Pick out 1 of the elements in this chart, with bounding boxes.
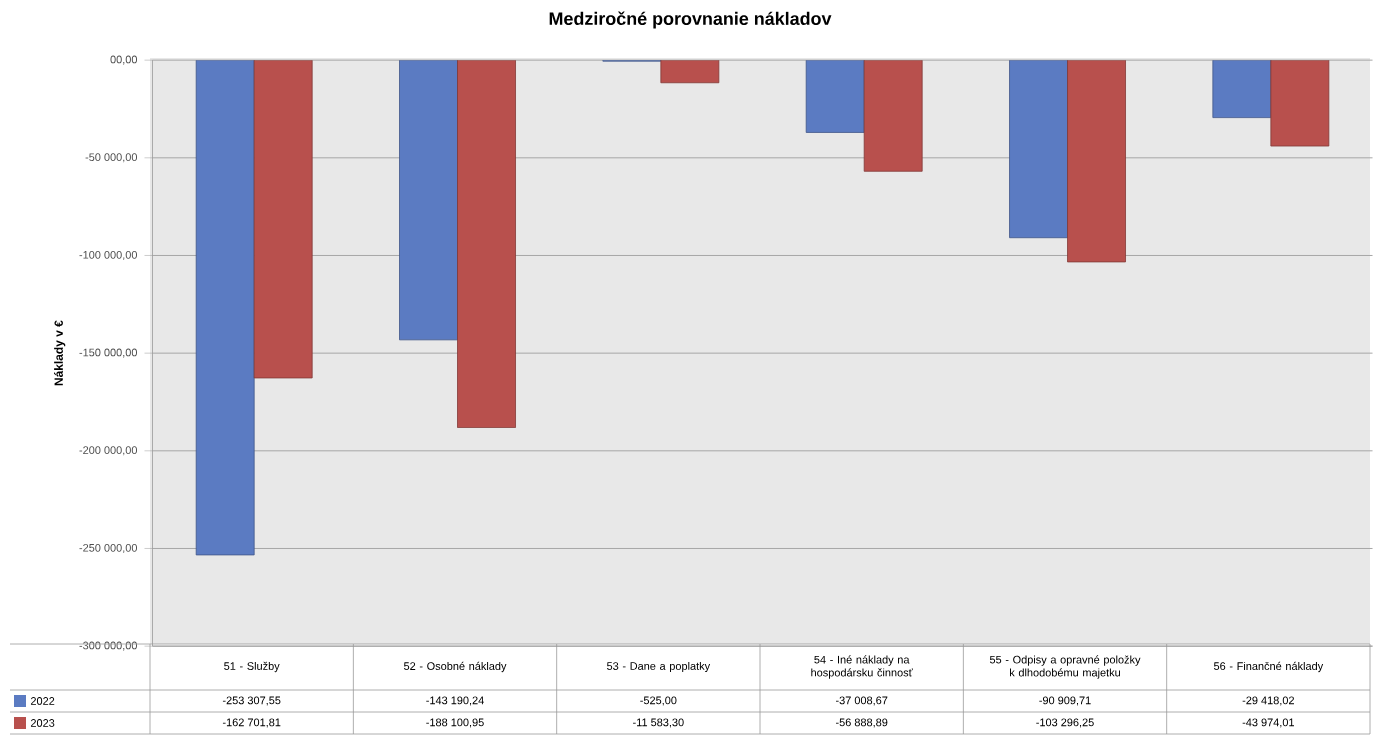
chart-title: Medziročné porovnanie nákladov: [549, 11, 832, 29]
